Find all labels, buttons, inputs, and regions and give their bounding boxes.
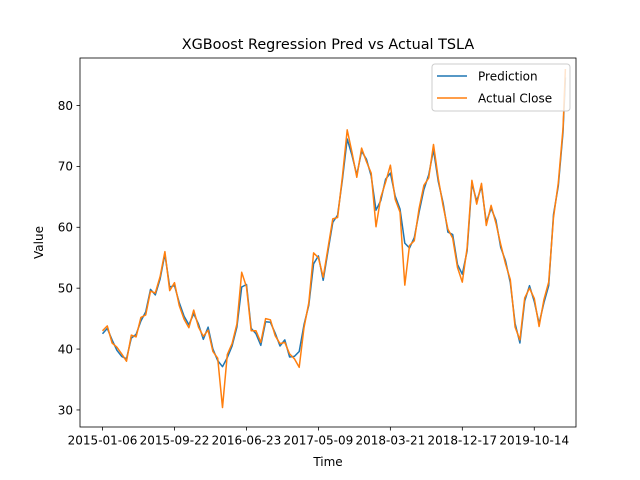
- legend-label-prediction: Prediction: [478, 70, 538, 84]
- x-tick-label: 2018-12-17: [427, 434, 497, 448]
- x-tick-label: 2019-10-14: [499, 434, 569, 448]
- y-tick-label: 50: [58, 281, 73, 295]
- x-tick-label: 2018-03-21: [355, 434, 425, 448]
- legend-label-actual-close: Actual Close: [478, 92, 552, 106]
- y-axis-label: Value: [32, 226, 46, 259]
- x-axis-label: Time: [312, 455, 342, 469]
- y-tick-label: 40: [58, 342, 73, 356]
- x-tick-label: 2017-05-09: [284, 434, 354, 448]
- chart-title: XGBoost Regression Pred vs Actual TSLA: [182, 37, 475, 53]
- x-tick-label: 2015-09-22: [140, 434, 210, 448]
- x-tick-label: 2016-06-23: [212, 434, 282, 448]
- x-axis: 2015-01-06 2015-09-22 2016-06-23 2017-05-09…: [68, 427, 569, 448]
- y-tick-label: 70: [58, 160, 73, 174]
- y-tick-label: 30: [58, 403, 73, 417]
- x-tick-label: 2015-01-06: [68, 434, 138, 448]
- plot-area: [101, 68, 567, 409]
- series-line-actual-close: [101, 68, 567, 409]
- legend: Prediction Actual Close: [431, 63, 571, 112]
- plot-frame: [79, 57, 577, 428]
- y-axis: 30 40 50 60 70 80: [58, 99, 80, 417]
- y-tick-label: 60: [58, 221, 73, 235]
- y-tick-label: 80: [58, 99, 73, 113]
